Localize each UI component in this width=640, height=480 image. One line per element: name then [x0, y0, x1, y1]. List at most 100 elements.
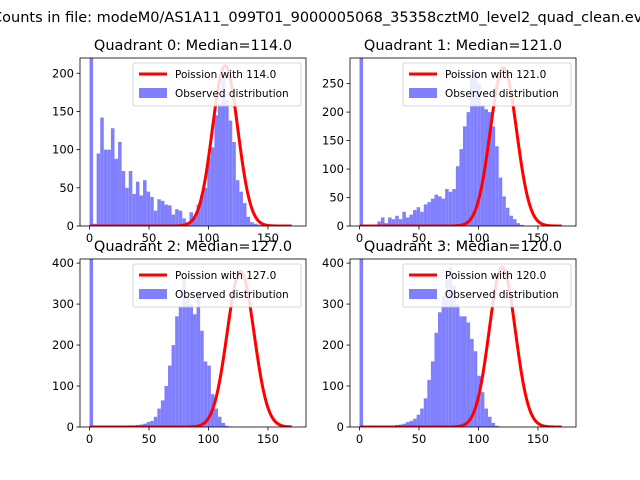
y-tick-label: 200 — [322, 105, 344, 119]
x-tick-label: 150 — [527, 432, 549, 446]
histogram-bar — [477, 375, 481, 427]
histogram-bar — [203, 187, 208, 226]
histogram-bar — [502, 196, 506, 226]
legend-histogram-label: Observed distribution — [445, 88, 559, 100]
legend-histogram-label: Observed distribution — [175, 289, 289, 301]
histogram-bar — [232, 142, 236, 226]
histogram-bar — [103, 149, 108, 226]
histogram-bar — [402, 423, 406, 427]
legend-bar-swatch — [409, 88, 437, 98]
histogram-bar — [438, 312, 442, 427]
histogram-bar — [143, 423, 147, 427]
histogram-bar — [189, 304, 193, 427]
axes-frame — [79, 258, 307, 428]
histogram-bar — [128, 171, 133, 226]
poisson-curve — [358, 265, 563, 427]
plot-area — [88, 58, 293, 226]
histogram-bar — [196, 204, 201, 226]
histogram-bar — [178, 306, 183, 427]
histogram-bar — [520, 224, 524, 226]
legend-box — [132, 62, 302, 107]
histogram-bar — [395, 215, 399, 226]
y-tick-label: 100 — [322, 162, 344, 176]
subplot-3: 0 50 100 150 0 100 200 300 400 Quadrant 3: Median… — [322, 239, 577, 446]
histogram-bar — [491, 126, 496, 226]
histogram-bar — [225, 425, 229, 427]
histogram-bar — [405, 422, 410, 427]
histogram-bar — [423, 398, 428, 427]
histogram-bar — [193, 216, 197, 226]
y-tick-label: 200 — [52, 66, 74, 80]
histogram-bar — [455, 166, 460, 226]
histogram-bar — [175, 316, 179, 427]
histogram-bar — [157, 408, 161, 427]
axes-frame — [349, 258, 577, 428]
y-tick-label: 250 — [322, 77, 344, 91]
y-tick-label: 0 — [337, 219, 344, 233]
subplot-title: Quadrant 0: Median=114.0 — [94, 38, 292, 54]
histogram-bar — [459, 149, 463, 226]
histogram-bar — [100, 117, 104, 226]
histogram-bar — [380, 217, 385, 226]
y-tick-label: 300 — [322, 297, 344, 311]
subplot-grid: 0 50 100 150 0 50 100 150 200 Quadrant 0: Median=… — [52, 38, 577, 446]
histogram-bar — [448, 267, 453, 427]
legend-poisson-label: Poission with 120.0 — [445, 270, 546, 282]
x-tick-label: 50 — [412, 432, 427, 446]
histogram-bar — [171, 345, 176, 427]
histogram-bar — [164, 204, 169, 226]
x-tick-label: 50 — [142, 432, 157, 446]
axes-frame — [349, 57, 577, 227]
histogram-bar — [121, 171, 126, 226]
histogram-bar — [470, 77, 474, 226]
histogram-bar — [413, 210, 417, 226]
histogram-bar — [498, 177, 503, 226]
y-tick-label: 100 — [322, 379, 344, 393]
histogram-bar — [398, 219, 403, 226]
histogram-bar — [96, 153, 101, 226]
histogram-bar — [463, 126, 467, 226]
histogram-bar — [388, 217, 392, 226]
histogram-bar — [420, 408, 424, 427]
histogram-bar — [512, 219, 517, 226]
legend-box — [402, 263, 572, 308]
histogram-bar — [193, 314, 197, 427]
histogram-bar — [466, 112, 471, 226]
histogram-bar — [359, 259, 364, 427]
histogram-bar — [441, 295, 446, 427]
histogram-bar — [110, 128, 115, 226]
histogram-bar — [185, 297, 190, 427]
histogram-bar — [189, 212, 193, 226]
histogram-bar — [459, 316, 463, 427]
legend-box — [402, 62, 572, 107]
y-tick-label: 150 — [52, 104, 74, 118]
histogram-bar — [441, 198, 446, 226]
histogram-bar — [214, 115, 218, 226]
histogram-bar — [466, 322, 471, 427]
legend-poisson-label: Poission with 127.0 — [175, 270, 276, 282]
histogram-bar — [480, 392, 485, 427]
histogram-bar — [221, 77, 226, 226]
x-tick-label: 50 — [412, 231, 427, 245]
histogram-bar — [391, 219, 396, 226]
y-tick-label: 100 — [52, 379, 74, 393]
histogram-bar — [89, 58, 94, 226]
y-tick-label: 100 — [52, 143, 74, 157]
plot-area — [358, 259, 563, 427]
y-tick-label: 200 — [52, 338, 74, 352]
histogram-bar — [139, 195, 144, 226]
histogram-bar — [250, 222, 254, 226]
histogram-bar — [207, 157, 211, 226]
x-tick-label: 150 — [257, 432, 279, 446]
histogram-bar — [409, 420, 414, 427]
histogram-bar — [416, 207, 421, 226]
histogram-bar — [452, 285, 456, 427]
histogram-bar — [480, 105, 485, 226]
histogram-bar — [420, 211, 424, 226]
histogram-bar — [452, 188, 456, 226]
histogram-bar — [143, 180, 147, 226]
histogram-bar — [239, 191, 243, 226]
histogram-bar — [168, 365, 172, 427]
y-tick-label: 300 — [52, 297, 74, 311]
histogram-bar — [160, 400, 165, 427]
